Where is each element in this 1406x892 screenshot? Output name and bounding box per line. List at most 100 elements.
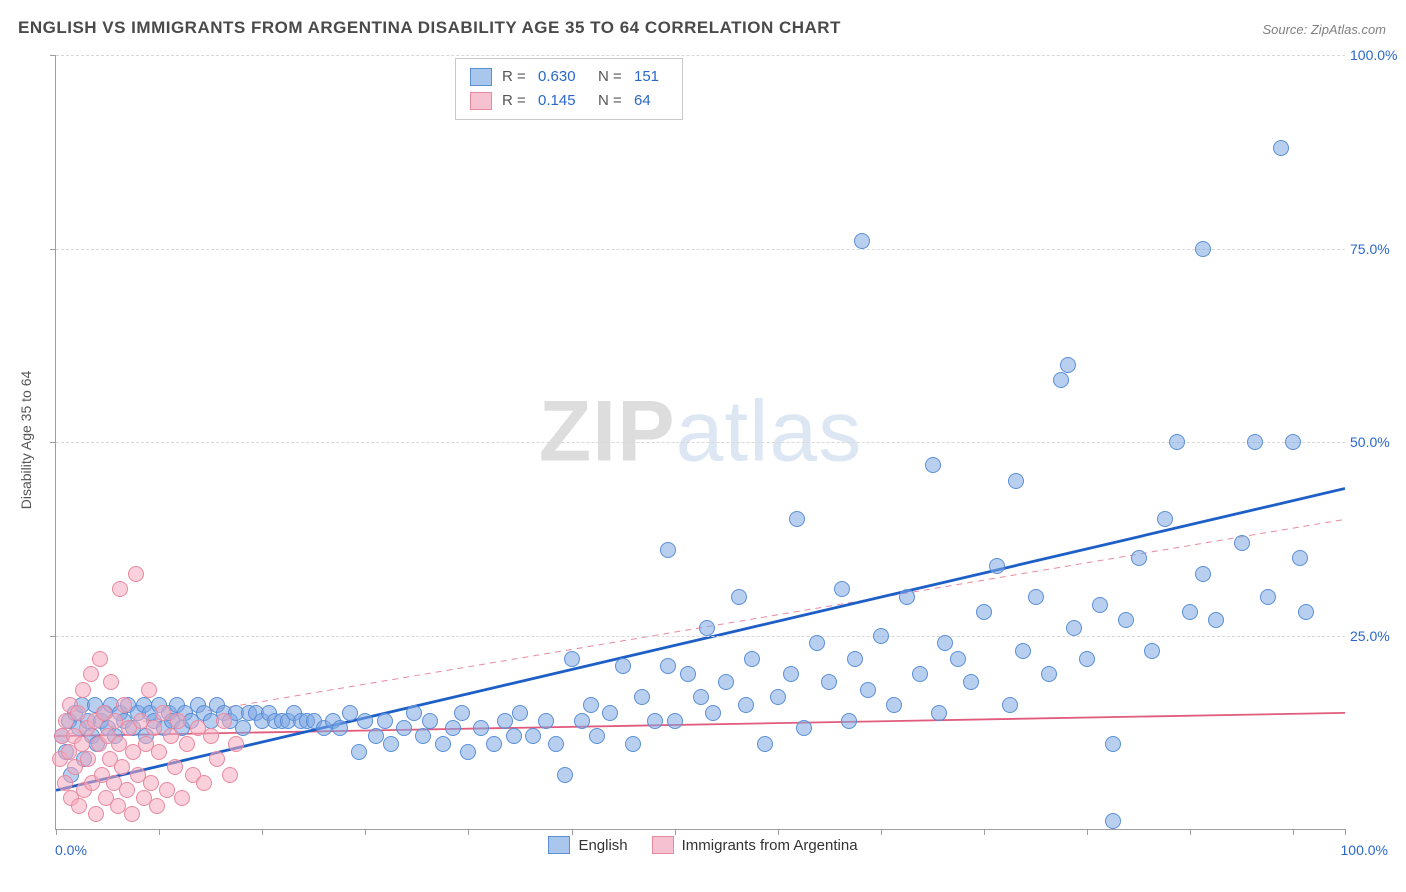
legend-row-argentina: R = 0.145 N = 64 (470, 89, 668, 113)
x-tick (262, 829, 263, 835)
data-point (538, 713, 554, 729)
data-point (809, 635, 825, 651)
x-tick (1190, 829, 1191, 835)
series-legend: English Immigrants from Argentina (0, 836, 1406, 854)
data-point (1002, 697, 1018, 713)
data-point (141, 682, 157, 698)
data-point (647, 713, 663, 729)
data-point (564, 651, 580, 667)
data-point (634, 689, 650, 705)
data-point (783, 666, 799, 682)
data-point (415, 728, 431, 744)
data-point (228, 736, 244, 752)
data-point (332, 720, 348, 736)
n-label: N = (598, 89, 624, 113)
data-point (1157, 511, 1173, 527)
data-point (222, 767, 238, 783)
data-point (1273, 140, 1289, 156)
data-point (1028, 589, 1044, 605)
data-point (860, 682, 876, 698)
data-point (460, 744, 476, 760)
data-point (1234, 535, 1250, 551)
data-point (422, 713, 438, 729)
data-point (989, 558, 1005, 574)
r-value-english: 0.630 (538, 65, 588, 89)
data-point (80, 751, 96, 767)
data-point (744, 651, 760, 667)
legend-item-english: English (548, 836, 627, 854)
legend-label-argentina: Immigrants from Argentina (682, 837, 858, 854)
data-point (1066, 620, 1082, 636)
plot-area: ZIPatlas 25.0%50.0%75.0%100.0% (55, 55, 1345, 830)
data-point (1247, 434, 1263, 450)
y-tick (50, 55, 56, 56)
chart-title: ENGLISH VS IMMIGRANTS FROM ARGENTINA DIS… (18, 18, 841, 38)
data-point (1008, 473, 1024, 489)
data-point (235, 720, 251, 736)
data-point (602, 705, 618, 721)
n-value-argentina: 64 (634, 89, 668, 113)
data-point (1092, 597, 1108, 613)
source-label: Source: ZipAtlas.com (1262, 22, 1386, 37)
data-point (396, 720, 412, 736)
gridline (56, 636, 1345, 637)
x-tick (675, 829, 676, 835)
data-point (179, 736, 195, 752)
data-point (821, 674, 837, 690)
data-point (1015, 643, 1031, 659)
gridline (56, 249, 1345, 250)
data-point (886, 697, 902, 713)
y-axis-title: Disability Age 35 to 64 (18, 371, 34, 510)
data-point (615, 658, 631, 674)
data-point (57, 775, 73, 791)
data-point (963, 674, 979, 690)
legend-label-english: English (578, 837, 627, 854)
swatch-english-bottom (548, 836, 570, 854)
data-point (445, 720, 461, 736)
data-point (660, 658, 676, 674)
data-point (1131, 550, 1147, 566)
data-point (203, 728, 219, 744)
data-point (1208, 612, 1224, 628)
data-point (660, 542, 676, 558)
data-point (1144, 643, 1160, 659)
data-point (1285, 434, 1301, 450)
data-point (557, 767, 573, 783)
data-point (667, 713, 683, 729)
x-tick (1087, 829, 1088, 835)
data-point (357, 713, 373, 729)
y-tick-label: 100.0% (1350, 47, 1405, 63)
data-point (625, 736, 641, 752)
x-tick (572, 829, 573, 835)
data-point (143, 775, 159, 791)
data-point (174, 790, 190, 806)
x-tick (1345, 829, 1346, 835)
data-point (834, 581, 850, 597)
swatch-argentina (470, 92, 492, 110)
x-tick (778, 829, 779, 835)
data-point (473, 720, 489, 736)
data-point (699, 620, 715, 636)
data-point (1182, 604, 1198, 620)
gridline (56, 442, 1345, 443)
data-point (512, 705, 528, 721)
data-point (159, 782, 175, 798)
data-point (124, 806, 140, 822)
y-tick (50, 249, 56, 250)
data-point (75, 682, 91, 698)
data-point (1105, 813, 1121, 829)
data-point (574, 713, 590, 729)
data-point (116, 697, 132, 713)
data-point (548, 736, 564, 752)
data-point (912, 666, 928, 682)
y-tick-label: 75.0% (1350, 241, 1405, 257)
data-point (1079, 651, 1095, 667)
data-point (506, 728, 522, 744)
data-point (196, 775, 212, 791)
r-label: R = (502, 65, 528, 89)
data-point (1053, 372, 1069, 388)
data-point (486, 736, 502, 752)
data-point (155, 705, 171, 721)
r-label: R = (502, 89, 528, 113)
data-point (167, 759, 183, 775)
